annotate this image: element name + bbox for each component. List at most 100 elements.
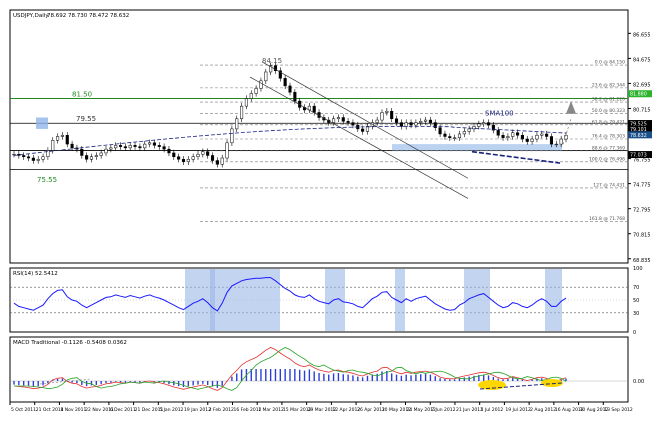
macd-histogram-bar [396, 375, 397, 381]
fib-label: 88.6 @ 77.369 [592, 145, 625, 151]
candle-body [56, 137, 59, 141]
x-axis-label: 19 Jan 2012 [184, 407, 211, 413]
macd-histogram-bar [343, 374, 344, 381]
candle-body [352, 123, 355, 126]
rsi-axis-label: 0 [633, 330, 636, 336]
candle-body [168, 149, 171, 153]
candle-body [289, 86, 292, 92]
candle-body [448, 137, 451, 138]
macd-histogram-bar [130, 381, 131, 382]
macd-histogram-bar [333, 373, 334, 381]
fib-label: 76.4 @ 78.303 [592, 133, 625, 139]
candle-body [497, 130, 500, 135]
candle-body [531, 139, 534, 142]
candle-body [80, 149, 83, 155]
macd-histogram-bar [28, 381, 29, 386]
price-axis-label: 82.695 [633, 82, 651, 88]
candle-body [390, 111, 393, 119]
macd-panel[interactable] [10, 337, 628, 402]
candle-body [482, 123, 485, 124]
label-84.15: 84.15 [262, 57, 282, 65]
candle-body [139, 147, 142, 148]
macd-histogram-bar [444, 379, 445, 381]
macd-histogram-bar [323, 374, 324, 381]
candle-body [110, 148, 113, 149]
candle-body [386, 111, 389, 112]
price-axis-label: 80.715 [633, 107, 651, 113]
macd-histogram-bar [406, 375, 407, 381]
candle-body [555, 144, 558, 145]
candle-body [221, 158, 224, 164]
x-axis-label: 19 Jul 2012 [505, 407, 531, 413]
macd-histogram-bar [309, 369, 310, 381]
x-axis-label: 5 Jan 2012 [159, 407, 183, 413]
candle-body [143, 144, 146, 148]
candle-body [71, 144, 74, 148]
macd-histogram-bar [71, 381, 72, 383]
rsi-axis-label: 50 [633, 298, 639, 304]
price-panel[interactable] [10, 10, 628, 263]
candle-body [235, 119, 238, 129]
macd-histogram-bar [188, 381, 189, 386]
candle-body [478, 124, 481, 127]
macd-histogram-bar [168, 381, 169, 384]
candle-body [550, 137, 553, 145]
candle-body [129, 145, 132, 148]
label-sma100: SMA100 [485, 110, 514, 118]
macd-histogram-bar [217, 381, 218, 388]
rsi-highlight [210, 269, 280, 331]
candle-body [540, 134, 543, 135]
candle-body [381, 112, 384, 120]
candle-body [100, 153, 103, 156]
macd-histogram-bar [255, 369, 256, 381]
macd-histogram-bar [376, 374, 377, 381]
macd-histogram-bar [289, 369, 290, 381]
candle-body [526, 139, 529, 142]
highlight-box [36, 118, 48, 129]
candle-body [124, 147, 127, 148]
macd-histogram-bar [62, 379, 63, 381]
candle-body [134, 145, 137, 146]
candle-body [376, 120, 379, 123]
candle-body [216, 161, 219, 165]
x-axis-label: 2 Aug 2012 [530, 407, 556, 413]
candle-body [458, 134, 461, 138]
price-axis-label: 74.775 [633, 183, 651, 189]
macd-histogram-bar [531, 380, 532, 381]
candle-body [545, 134, 548, 137]
macd-histogram-bar [401, 376, 402, 381]
candle-body [502, 135, 505, 138]
candle-body [361, 129, 364, 132]
candle-body [415, 123, 418, 126]
macd-histogram-bar [125, 381, 126, 383]
fib-label: 23.6 @ 82.344 [592, 82, 625, 88]
price-tag-label: 77.073 [630, 153, 647, 159]
macd-histogram-bar [260, 369, 261, 381]
macd-histogram-bar [197, 381, 198, 385]
candle-body [468, 129, 471, 132]
candle-body [192, 157, 195, 160]
candle-body [313, 106, 316, 112]
candle-body [424, 120, 427, 121]
candle-body [342, 118, 345, 122]
candle-body [177, 157, 180, 160]
candle-body [182, 159, 185, 162]
price-axis-label: 68.835 [633, 258, 651, 264]
macd-histogram-bar [241, 369, 242, 381]
candle-body [148, 143, 151, 144]
candle-body [226, 143, 229, 158]
candle-body [264, 72, 267, 81]
macd-histogram-bar [38, 381, 39, 386]
macd-histogram-bar [328, 375, 329, 381]
rsi-axis-label: 30 [633, 311, 639, 317]
macd-histogram-bar [115, 381, 116, 382]
macd-histogram-bar [270, 369, 271, 381]
candle-body [187, 159, 190, 162]
candle-body [463, 131, 466, 134]
macd-title: MACD Traditional -0.1126 -0.5408 0.0362 [13, 340, 127, 346]
price-axis-label: 86.655 [633, 32, 651, 38]
candle-body [22, 155, 25, 156]
macd-histogram-bar [420, 374, 421, 381]
